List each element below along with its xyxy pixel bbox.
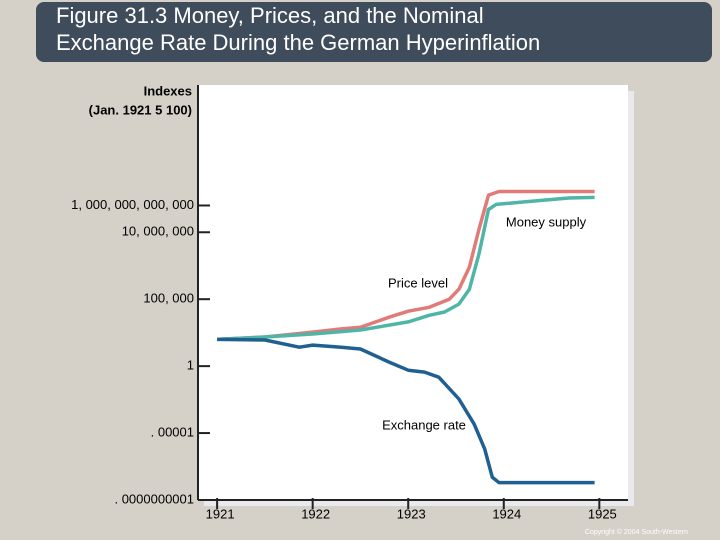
series-line	[217, 337, 595, 485]
series-label: Money supply	[506, 214, 587, 229]
y-axis-label: (Jan. 1921 5 100)	[89, 102, 192, 117]
y-axis-label: Indexes	[144, 83, 192, 98]
series-line	[217, 189, 595, 342]
x-tick-label: 1925	[588, 506, 617, 521]
title-band	[36, 2, 712, 62]
y-tick-label: . 0000000001	[114, 491, 194, 506]
series-label: Exchange rate	[382, 417, 466, 432]
plot-panel	[198, 85, 628, 500]
y-tick-label: 10, 000, 000	[122, 224, 194, 239]
series-label: Price level	[388, 275, 448, 290]
x-tick-label: 1924	[492, 506, 521, 521]
y-tick-label: . 00001	[151, 425, 194, 440]
y-tick-label: 1, 000, 000, 000, 000	[71, 197, 194, 212]
x-tick-label: 1923	[397, 506, 426, 521]
x-tick-label: 1922	[301, 506, 330, 521]
chart-title: Figure 31.3 Money, Prices, and the Nomin…	[56, 3, 484, 28]
y-tick-label: 100, 000	[143, 291, 194, 306]
x-tick-label: 1921	[206, 506, 235, 521]
copyright: Copyright © 2004 South-Western	[585, 528, 688, 536]
series-line	[217, 195, 595, 342]
chart-title: Exchange Rate During the German Hyperinf…	[56, 30, 540, 55]
y-tick-label: 1	[187, 358, 194, 373]
